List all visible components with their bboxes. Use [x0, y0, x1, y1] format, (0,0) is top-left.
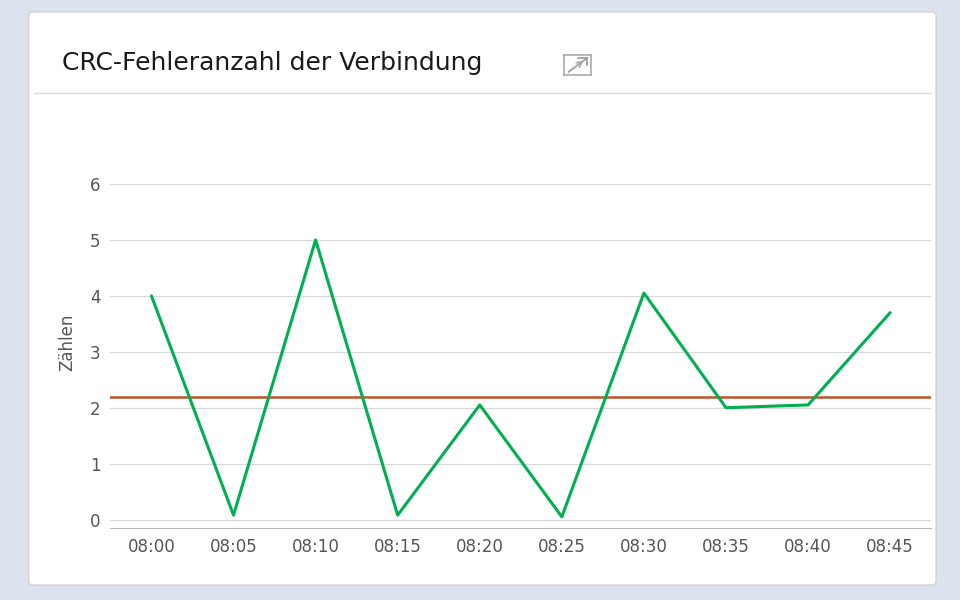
- Y-axis label: Zählen: Zählen: [59, 313, 76, 371]
- Text: CRC-Fehleranzahl der Verbindung: CRC-Fehleranzahl der Verbindung: [62, 51, 483, 75]
